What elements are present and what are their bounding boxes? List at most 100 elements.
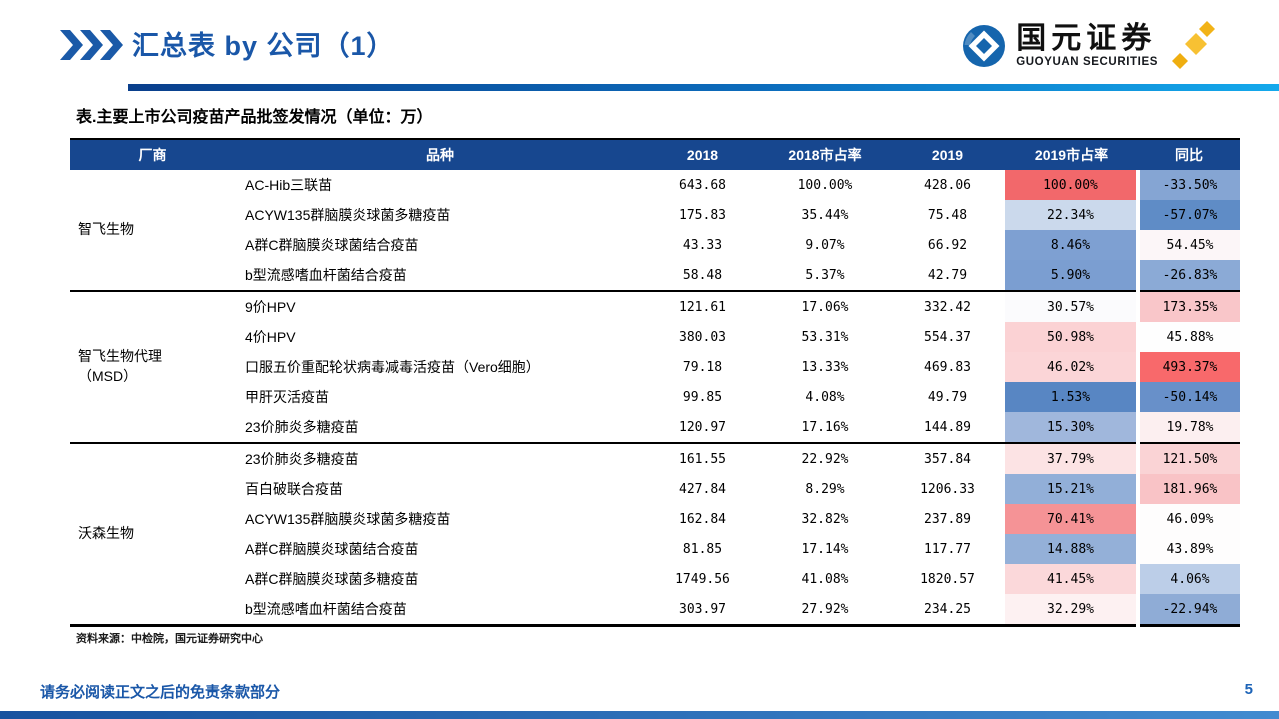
vendor-name: 智飞生物代理 （MSD） [70,290,235,443]
y2018-cell: 81.85 [682,541,723,557]
logo-name-en: GUOYUAN SECURITIES [1016,55,1158,68]
y2019-cell: 357.84 [890,442,1005,474]
table-row: b型流感嗜血杆菌结合疫苗 58.48 5.37% 42.79 5.90% -26.83% [70,260,1240,291]
table-row: ACYW135群脑膜炎球菌多糖疫苗 162.84 32.82% 237.89 70.41… [70,504,1240,534]
y2018-cell: 43.33 [682,237,723,253]
product-cell: b型流感嗜血杆菌结合疫苗 [245,601,407,617]
product-cell: b型流感嗜血杆菌结合疫苗 [245,267,407,283]
table-row: ACYW135群脑膜炎球菌多糖疫苗 175.83 35.44% 75.48 22.34%… [70,200,1240,230]
yoy-cell: -50.14% [1136,382,1240,412]
yoy-cell: 181.96% [1136,474,1240,504]
yoy-cell: 46.09% [1136,504,1240,534]
y2019-cell: 75.48 [927,207,968,223]
share2019-cell: 22.34% [1005,200,1138,230]
product-cell: 百白破联合疫苗 [245,481,343,497]
y2018-cell: 380.03 [679,329,726,345]
y2019-cell: 117.77 [924,541,971,557]
product-cell: AC-Hib三联苗 [245,177,333,193]
table-wrap: 厂商 品种 2018 2018市占率 2019 2019市占率 同比 智飞生物 AC-Hib三… [70,138,1240,627]
table-row: 百白破联合疫苗 427.84 8.29% 1206.33 15.21% 181.96% [70,474,1240,504]
product-cell: 23价肺炎多糖疫苗 [235,442,645,474]
y2019-cell: 66.92 [927,237,968,253]
y2019-cell: 237.89 [924,511,971,527]
column-header: 品种 [235,139,645,170]
y2018-cell: 161.55 [645,442,760,474]
share2018-cell: 4.08% [805,389,845,405]
share2019-cell: 46.02% [1005,352,1138,382]
y2018-cell: 162.84 [679,511,726,527]
column-header: 同比 [1138,139,1240,170]
product-cell: ACYW135群脑膜炎球菌多糖疫苗 [245,511,451,527]
table-row: 沃森生物 23价肺炎多糖疫苗 161.55 22.92% 357.84 37.79% 121… [70,442,1240,626]
share2019-cell: 8.46% [1005,230,1138,260]
yoy-cell: 121.50% [1136,442,1240,474]
share2018-cell: 100.00% [797,177,853,193]
table-row: 口服五价重配轮状病毒减毒活疫苗（Vero细胞） 79.18 13.33% 469.83… [70,352,1240,382]
y2018-cell: 175.83 [679,207,726,223]
y2019-cell: 42.79 [927,267,968,283]
product-cell: A群C群脑膜炎球菌结合疫苗 [245,541,419,557]
column-header: 2018 [645,139,760,170]
vaccine-table-head-row: 厂商 品种 2018 2018市占率 2019 2019市占率 同比 [70,139,1240,170]
yoy-cell: 19.78% [1136,412,1240,443]
y2018-cell: 643.68 [679,177,726,193]
guoyuan-logo: 国元证券 GUOYUAN SECURITIES [961,20,1217,72]
column-header: 厂商 [70,139,235,170]
y2018-cell: 121.61 [645,290,760,322]
vendor-name: 智飞生物 [78,221,134,238]
logo-mark-icon [963,25,1006,67]
yoy-cell: -33.50% [1136,170,1240,200]
share2019-cell: 15.30% [1005,412,1138,443]
y2019-cell: 469.83 [924,359,971,375]
product-cell: 23价肺炎多糖疫苗 [245,419,359,435]
product-cell: A群C群脑膜炎球菌结合疫苗 [245,237,419,253]
y2019-cell: 332.42 [890,290,1005,322]
table-caption: 表.主要上市公司疫苗产品批签发情况（单位：万） [76,109,433,126]
yoy-cell: 45.88% [1136,322,1240,352]
y2018-cell: 303.97 [679,601,726,617]
share2019-cell: 37.79% [1005,442,1138,474]
share2018-cell: 35.44% [801,207,849,223]
yoy-cell: 173.35% [1136,290,1240,322]
y2018-cell: 120.97 [679,419,726,435]
product-cell: 口服五价重配轮状病毒减毒活疫苗（Vero细胞） [245,359,540,375]
share2019-cell: 5.90% [1005,260,1138,291]
share2018-cell: 8.29% [805,481,845,497]
column-header: 2019市占率 [1005,139,1138,170]
share2019-cell: 41.45% [1005,564,1138,594]
vaccine-table-body: 智飞生物 AC-Hib三联苗 643.68 100.00% 428.06 100.00% -… [70,170,1240,626]
share2018-cell: 9.07% [805,237,845,253]
table-row: A群C群脑膜炎球菌结合疫苗 43.33 9.07% 66.92 8.46% 54.45% [70,230,1240,260]
yoy-cell: -26.83% [1136,260,1240,291]
y2019-cell: 428.06 [924,177,971,193]
source-note: 资料来源：中检院，国元证券研究中心 [76,633,263,645]
table-row: A群C群脑膜炎球菌多糖疫苗 1749.56 41.08% 1820.57 41.45% 4… [70,564,1240,594]
yoy-cell: -57.07% [1136,200,1240,230]
table-row: 4价HPV 380.03 53.31% 554.37 50.98% 45.88% [70,322,1240,352]
y2018-cell: 427.84 [679,481,726,497]
logo-name-cn: 国元证券 [1016,21,1157,55]
yoy-cell: -22.94% [1136,594,1240,626]
share2019-cell: 100.00% [1005,170,1138,200]
y2018-cell: 99.85 [682,389,723,405]
y2019-cell: 234.25 [924,601,971,617]
logo-sparkles-icon [1172,21,1215,69]
y2019-cell: 49.79 [927,389,968,405]
share2018-cell: 13.33% [801,359,849,375]
y2019-cell: 554.37 [924,329,971,345]
y2018-cell: 1749.56 [675,571,730,587]
chevrons-icon [60,30,124,65]
table-row: A群C群脑膜炎球菌结合疫苗 81.85 17.14% 117.77 14.88% 43.8… [70,534,1240,564]
share2018-cell: 17.06% [760,290,890,322]
share2019-cell: 32.29% [1005,594,1138,626]
table-row: 23价肺炎多糖疫苗 120.97 17.16% 144.89 15.30% 19.78% [70,412,1240,443]
table-row: b型流感嗜血杆菌结合疫苗 303.97 27.92% 234.25 32.29% -22.… [70,594,1240,626]
share2018-cell: 32.82% [801,511,849,527]
column-header: 2019 [890,139,1005,170]
table-row: 智飞生物 AC-Hib三联苗 643.68 100.00% 428.06 100.00% -… [70,170,1240,237]
y2019-cell: 1206.33 [920,481,975,497]
y2019-cell: 1820.57 [920,571,975,587]
share2018-cell: 22.92% [760,442,890,474]
vendor-name: 沃森生物 [70,442,235,626]
